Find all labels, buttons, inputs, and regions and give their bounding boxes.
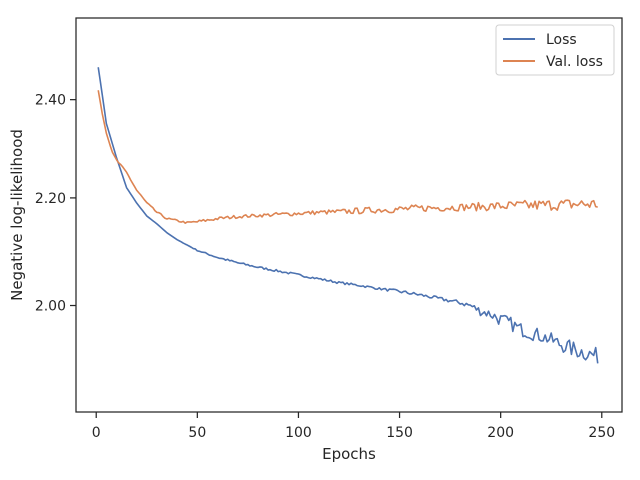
series-layer: [97, 67, 599, 364]
y-tick-label: 2.20: [35, 191, 66, 207]
y-axis-label: Negative log-likelihood: [8, 129, 26, 301]
plot-area: [75, 17, 623, 413]
series-line-val-loss: [97, 90, 598, 225]
y-tick-label: 2.00: [35, 299, 66, 315]
x-tick-label: 150: [386, 425, 413, 441]
x-tick-label: 0: [92, 425, 101, 441]
x-tick-label: 250: [588, 425, 615, 441]
series-line-loss: [97, 67, 599, 364]
x-axis-label: Epochs: [322, 445, 376, 463]
y-tick-label: 2.40: [35, 93, 66, 109]
x-tick-label: 50: [188, 425, 206, 441]
y-axis-ticks: 2.00 2.20 2.40: [35, 93, 76, 315]
x-axis-ticks: 0 50 100 150 200 250: [92, 412, 615, 441]
x-tick-label: 200: [487, 425, 514, 441]
x-tick-label: 100: [285, 425, 312, 441]
legend-box: [495, 24, 615, 76]
legend-label-loss: Loss: [546, 32, 577, 48]
legend-label-val-loss: Val. loss: [546, 54, 603, 70]
legend: Loss Val. loss: [495, 24, 615, 76]
